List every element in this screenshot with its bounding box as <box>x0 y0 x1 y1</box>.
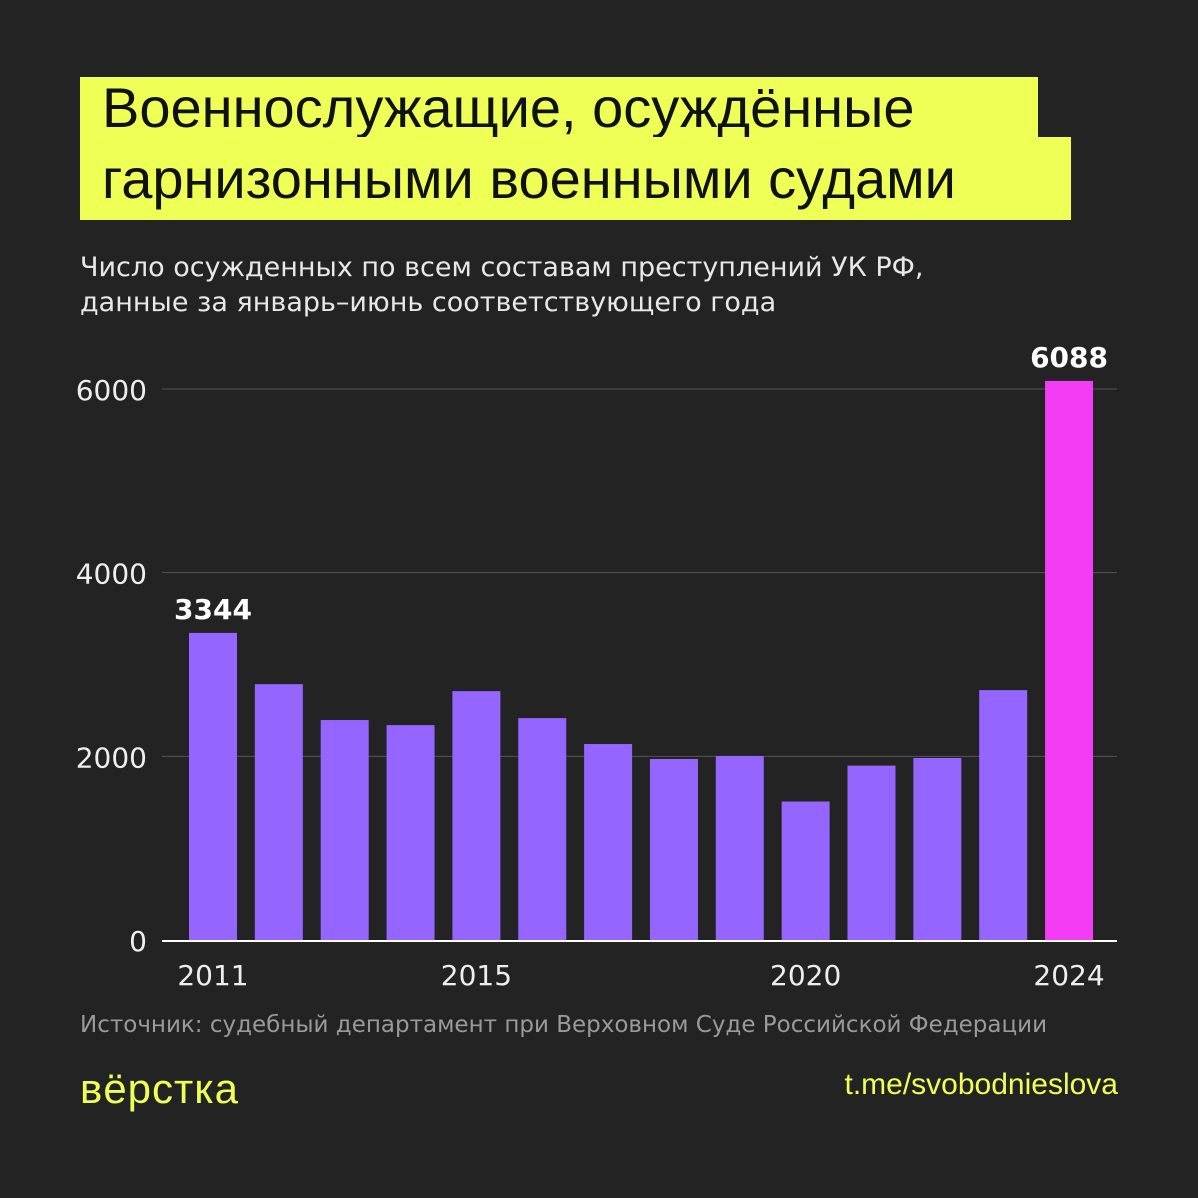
y-tick-label: 4000 <box>76 558 147 591</box>
bar-2024 <box>1045 380 1094 940</box>
data-label-2024: 6088 <box>1030 341 1108 374</box>
y-tick-label: 2000 <box>76 741 147 774</box>
bar-2018 <box>649 758 698 940</box>
x-tick-label: 2015 <box>441 959 512 992</box>
bar-2011 <box>189 632 237 940</box>
x-tick-label: 2024 <box>1033 959 1104 992</box>
bar-2013 <box>320 720 369 940</box>
y-tick-label: 0 <box>129 925 147 958</box>
x-tick-label: 2011 <box>177 959 248 992</box>
title-line-2: гарнизонными военными судами <box>80 137 1071 220</box>
bar-2019 <box>715 756 764 940</box>
source-note: Источник: судебный департамент при Верхо… <box>80 1012 1048 1038</box>
x-tick-label: 2020 <box>770 959 841 992</box>
bar-2016 <box>518 718 567 940</box>
bar-2014 <box>386 725 435 940</box>
title-line-1: Военнослужащие, осуждённые <box>80 77 1038 139</box>
bar-2012 <box>254 684 303 940</box>
subtitle-line-1: Число осужденных по всем составам престу… <box>80 252 924 283</box>
bar-2023 <box>979 690 1028 940</box>
telegram-link[interactable]: t.me/svobodnieslova <box>844 1068 1119 1101</box>
bar-2017 <box>584 744 633 940</box>
bar-2020 <box>781 801 830 940</box>
bar-2021 <box>847 765 896 940</box>
data-label-2011: 3344 <box>174 593 252 626</box>
subtitle-line-2: данные за январь–июнь соответствующего г… <box>80 287 777 318</box>
subtitle: Число осужденных по всем составам престу… <box>80 250 923 320</box>
y-tick-label: 6000 <box>76 374 147 407</box>
logo: вёрстка <box>80 1065 239 1112</box>
bar-2022 <box>913 757 962 940</box>
bar-2015 <box>452 691 501 940</box>
